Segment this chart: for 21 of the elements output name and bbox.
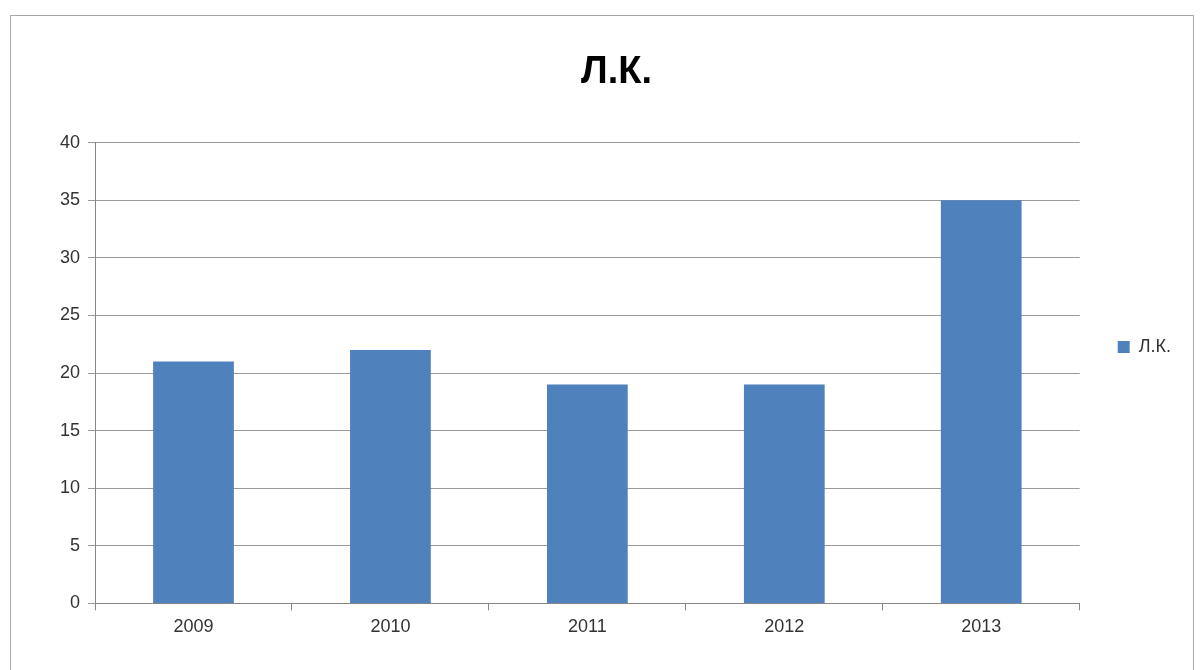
legend-label: Л.К. [1138, 335, 1172, 356]
x-tick-label: 2011 [568, 616, 607, 637]
bar [153, 361, 234, 603]
bar [940, 200, 1022, 603]
y-tick-label: 5 [70, 534, 81, 555]
y-tick-label: 25 [59, 304, 81, 325]
y-tick-label: 40 [59, 131, 81, 152]
y-tick-label: 0 [70, 592, 81, 613]
bar [546, 384, 628, 603]
x-tick-label: 2012 [764, 616, 805, 637]
y-tick-label: 20 [59, 361, 81, 382]
bar [350, 349, 431, 603]
y-tick-label: 15 [59, 419, 81, 440]
x-tick-label: 2009 [173, 616, 214, 637]
chart-title: Л.К. [581, 49, 652, 92]
bar [743, 384, 825, 603]
y-tick-label: 10 [59, 477, 81, 498]
x-tick-label: 2013 [961, 616, 1002, 637]
x-tick-label: 2010 [370, 616, 411, 637]
y-tick-label: 35 [59, 189, 81, 210]
y-tick-label: 30 [59, 246, 81, 267]
